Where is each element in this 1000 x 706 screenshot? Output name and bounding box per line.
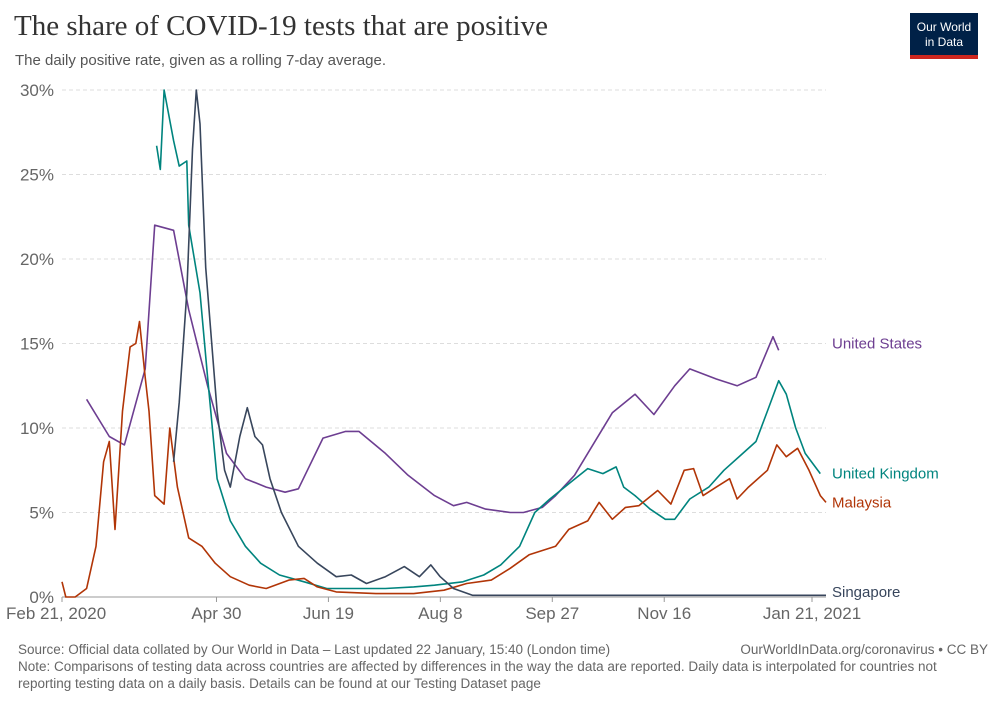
x-tick-label: Apr 30 xyxy=(191,604,241,623)
source-note: Source: Official data collated by Our Wo… xyxy=(18,642,611,657)
y-tick-label: 25% xyxy=(20,166,54,185)
grid-lines xyxy=(62,89,826,598)
y-tick-label: 5% xyxy=(29,504,54,523)
x-tick-label: Aug 8 xyxy=(418,604,462,623)
license-link[interactable]: OurWorldInData.org/coronavirus • CC BY xyxy=(740,642,988,657)
x-axis-ticks: Feb 21, 2020 Apr 30 Jun 19 Aug 8 Sep 27 Nov 1… xyxy=(6,597,861,623)
y-tick-label: 15% xyxy=(20,335,54,354)
series-label-malaysia[interactable]: Malaysia xyxy=(832,494,892,511)
x-tick-label: Jun 19 xyxy=(303,604,354,623)
chart-footer: Source: Official data collated by Our Wo… xyxy=(18,641,988,692)
y-tick-label: 20% xyxy=(20,250,54,269)
x-tick-label: Nov 16 xyxy=(637,604,691,623)
x-tick-label: Jan 21, 2021 xyxy=(763,604,861,623)
series-line-singapore[interactable] xyxy=(172,89,826,597)
y-tick-label: 30% xyxy=(20,81,54,100)
testing-note: Note: Comparisons of testing data across… xyxy=(18,659,937,691)
logo-accent-bar xyxy=(910,55,978,59)
chart-title: The share of COVID-19 tests that are pos… xyxy=(14,10,548,42)
logo-line-1: Our World xyxy=(916,20,972,34)
y-tick-label: 0% xyxy=(29,588,54,607)
line-chart: 0% 5% 10% 15% 20% 25% 30% Feb 21, 2020 Apr 30 Ju… xyxy=(6,81,939,623)
series-label-singapore[interactable]: Singapore xyxy=(832,584,900,601)
series-labels: United States United Kingdom Malaysia Singa… xyxy=(832,336,939,601)
logo-line-2: in Data xyxy=(924,35,964,49)
chart-subtitle: The daily positive rate, given as a roll… xyxy=(15,52,387,69)
series-line-united-states[interactable] xyxy=(85,224,780,514)
x-tick-label: Sep 27 xyxy=(525,604,579,623)
series-label-united-kingdom[interactable]: United Kingdom xyxy=(832,466,939,483)
owid-logo[interactable]: Our World in Data xyxy=(910,13,978,59)
series-line-united-kingdom[interactable] xyxy=(155,89,821,590)
series-label-united-states[interactable]: United States xyxy=(832,336,922,353)
y-tick-label: 10% xyxy=(20,419,54,438)
series-line-malaysia[interactable] xyxy=(61,320,827,598)
x-tick-label: Feb 21, 2020 xyxy=(6,604,106,623)
series-lines xyxy=(61,89,827,598)
y-axis-ticks: 0% 5% 10% 15% 20% 25% 30% xyxy=(20,81,54,607)
